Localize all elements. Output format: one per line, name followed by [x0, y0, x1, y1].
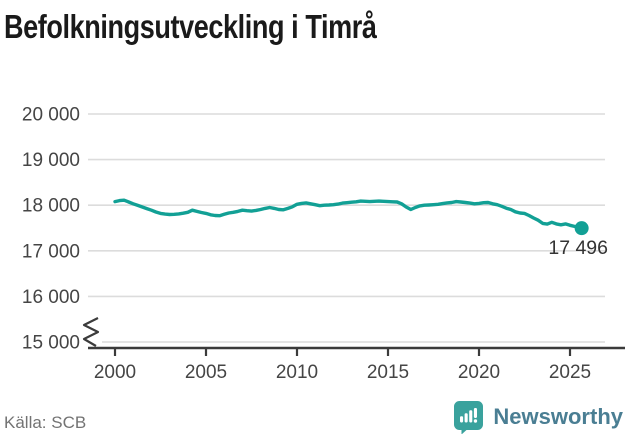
logo-bubble-shape: [454, 401, 484, 434]
y-axis-tick-label: 18 000: [22, 196, 80, 217]
logo-bar-chart-glyph: [460, 408, 478, 423]
axis-break-icon: [82, 317, 100, 347]
x-axis-tick-label: 2025: [549, 362, 591, 383]
x-axis-tick-label: 2020: [458, 362, 500, 383]
page-title: Befolkningsutveckling i Timrå: [4, 8, 377, 45]
newsworthy-logo-icon: [454, 401, 484, 434]
y-axis-tick-label: 16 000: [22, 287, 80, 308]
x-axis-tick-label: 2005: [185, 362, 227, 383]
x-axis-tick-label: 2015: [367, 362, 409, 383]
x-axis-tick-label: 2010: [276, 362, 318, 383]
population-line: [113, 198, 584, 230]
y-axis-tick-label: 15 000: [22, 333, 80, 354]
source-caption: Källa: SCB: [4, 413, 87, 432]
newsworthy-logo[interactable]: Newsworthy: [453, 400, 623, 434]
y-axis-tick-label: 19 000: [22, 150, 80, 171]
y-axis-tick-label: 17 000: [22, 241, 80, 262]
y-axis-tick-label: 20 000: [22, 105, 80, 126]
axis-break-mask: [80, 315, 102, 345]
latest-value-label: 17 496: [548, 237, 608, 259]
newsworthy-logo-text: Newsworthy: [493, 404, 623, 429]
latest-point-marker: [574, 221, 589, 236]
x-axis-tick-label: 2000: [94, 362, 136, 383]
